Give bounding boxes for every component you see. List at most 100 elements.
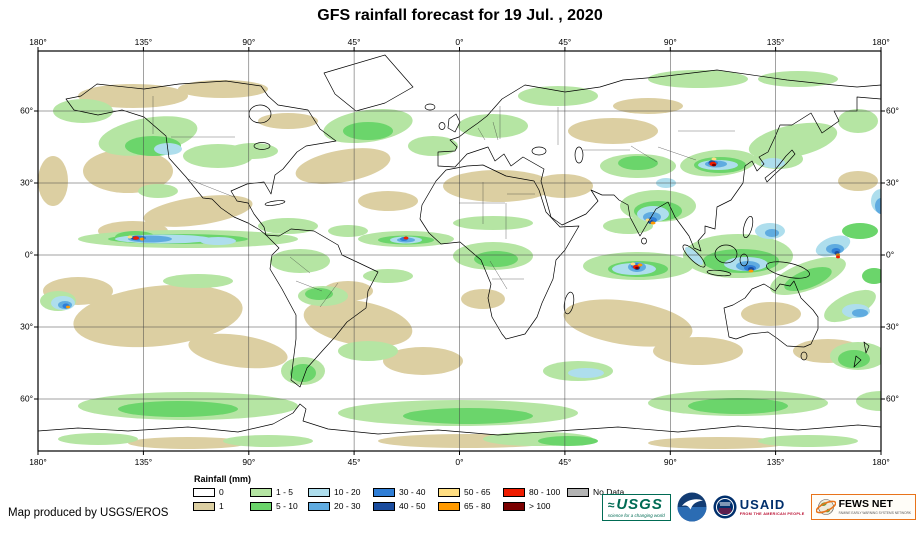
top-tick-marks: [37, 47, 882, 51]
lon-label-bottom: 45°: [558, 457, 571, 467]
usaid-logo-text: USAID: [739, 497, 786, 512]
legend-item: 50 - 65: [438, 487, 503, 497]
lat-label-left: 60°: [20, 106, 33, 116]
legend-label: 20 - 30: [334, 501, 361, 511]
lon-label-top: 0°: [455, 37, 463, 47]
legend-label: 65 - 80: [464, 501, 491, 511]
africa-outline: [419, 164, 580, 340]
new-guinea-outline: [766, 261, 810, 279]
legend-label: 0: [219, 487, 224, 497]
lon-label-bottom: 0°: [455, 457, 463, 467]
legend-label: 50 - 65: [464, 487, 491, 497]
legend-title: Rainfall (mm): [194, 474, 252, 484]
japan-outline: [764, 149, 796, 183]
fewsnet-logo: FEWS NET FAMINE EARLY WARNING SYSTEMS NE…: [810, 494, 916, 520]
cuba-outline: [264, 200, 286, 206]
great-lakes-outline: [253, 142, 271, 150]
lon-label-bottom: 180°: [872, 457, 890, 467]
lon-label-top: 135°: [767, 37, 785, 47]
lat-label-right: 30°: [886, 322, 899, 332]
lon-label-bottom: 135°: [135, 457, 153, 467]
lat-label-left: 0°: [25, 250, 33, 260]
legend-item: 40 - 50: [373, 501, 438, 511]
lat-label-left: 30°: [20, 322, 33, 332]
legend-item: 5 - 10: [250, 501, 308, 511]
java-outline: [706, 269, 732, 277]
lat-label-left: 60°: [20, 394, 33, 404]
sulawesi-outline: [739, 253, 749, 267]
legend-swatch: [250, 501, 272, 511]
legend-swatch: [438, 501, 460, 511]
lat-label-right: 60°: [886, 106, 899, 116]
bottom-tick-marks: [37, 451, 882, 455]
usgs-logo-tagline: science for a changing world: [607, 512, 665, 518]
borneo-outline: [714, 244, 738, 264]
legend-item: 1: [193, 501, 250, 511]
fewsnet-globe-icon: [815, 499, 836, 515]
fewsnet-logo-text: FEWS NET: [838, 498, 893, 511]
usgs-logo: ≈USGS science for a changing world: [601, 493, 671, 521]
legend-swatch: [503, 501, 525, 511]
legend-label: 10 - 20: [334, 487, 361, 497]
lat-label-right: 0°: [886, 250, 894, 260]
lon-label-bottom: 90°: [242, 457, 255, 467]
legend-label: 1: [219, 501, 224, 511]
page-title: GFS rainfall forecast for 19 Jul. , 2020: [317, 7, 603, 24]
australia-outline: [723, 280, 819, 348]
lon-label-top: 180°: [872, 37, 890, 47]
iceland-outline: [424, 103, 436, 111]
lat-label-right: 30°: [886, 178, 899, 188]
legend-item: 80 - 100: [503, 487, 567, 497]
legend-item: 65 - 80: [438, 501, 503, 511]
country-borders: [152, 96, 735, 308]
black-sea-outline: [531, 146, 547, 156]
legend-item: 0: [193, 487, 250, 497]
south-america-outline: [265, 228, 379, 388]
philippines-outline: [742, 215, 754, 239]
legend-label: 80 - 100: [529, 487, 561, 497]
legend-swatch: [308, 487, 330, 497]
ireland-outline: [438, 122, 446, 130]
lon-label-top: 45°: [558, 37, 571, 47]
legend-swatch: [250, 487, 272, 497]
legend: Rainfall (mm) 0 1 - 5 10 - 20 30 - 40 50…: [193, 474, 637, 511]
lon-label-top: 90°: [242, 37, 255, 47]
legend-item: 1 - 5: [250, 487, 308, 497]
lon-label-bottom: 90°: [664, 457, 677, 467]
attribution-text: Map produced by USGS/EROS: [8, 507, 169, 519]
lon-label-top: 90°: [664, 37, 677, 47]
lon-label-bottom: 45°: [348, 457, 361, 467]
legend-item: 10 - 20: [308, 487, 373, 497]
sri-lanka-outline: [641, 237, 647, 245]
usaid-logo-tagline: FROM THE AMERICAN PEOPLE: [739, 512, 805, 516]
legend-swatch: [438, 487, 460, 497]
legend-swatch: [503, 487, 525, 497]
tasmania-outline: [800, 351, 808, 361]
legend-label: 5 - 10: [276, 501, 298, 511]
legend-label: > 100: [529, 501, 551, 511]
noaa-emblem-icon: [677, 492, 707, 522]
noaa-logo: [677, 492, 707, 522]
legend-item: 30 - 40: [373, 487, 438, 497]
world-rainfall-map: 180° 135° 90° 45° 0° 45° 90° 135° 180° 1…: [20, 37, 899, 467]
antarctica-coastline: [38, 403, 881, 436]
legend-swatch: [567, 487, 589, 497]
lon-label-bottom: 135°: [767, 457, 785, 467]
logo-strip: ≈USGS science for a changing world USAID…: [601, 492, 916, 522]
lon-label-top: 45°: [348, 37, 361, 47]
britain-outline: [447, 113, 461, 133]
new-zealand-outline: [853, 341, 870, 368]
eurasia-outline: [437, 69, 881, 252]
usgs-logo-text: USGS: [616, 495, 663, 513]
legend-label: 1 - 5: [276, 487, 294, 497]
caspian-sea-outline: [574, 146, 584, 164]
usgs-wave-icon: ≈: [607, 497, 616, 512]
lon-label-top: 135°: [135, 37, 153, 47]
map-border: [37, 50, 882, 452]
graticule-grid: [38, 51, 881, 451]
north-america-outline: [65, 80, 337, 236]
legend-swatch: [193, 501, 215, 511]
right-tick-marks: [881, 110, 885, 400]
legend-label: 40 - 50: [399, 501, 426, 511]
